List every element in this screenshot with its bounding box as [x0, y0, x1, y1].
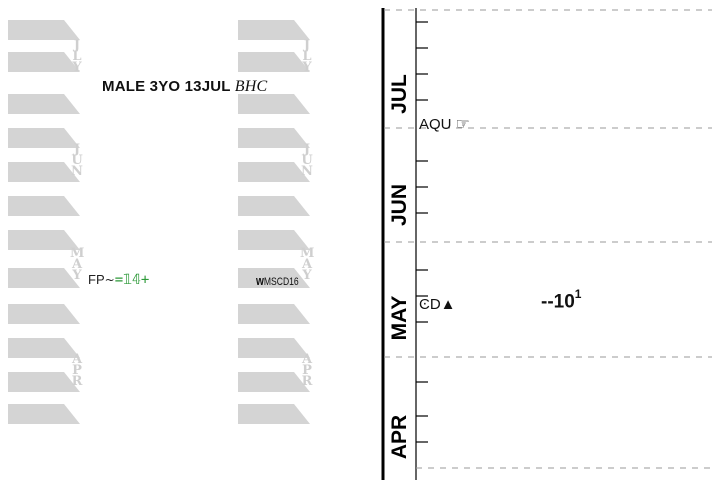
decorative-bar-left-10: [8, 338, 80, 358]
timeline-month-apr: APR: [388, 414, 411, 460]
caption-course: BHC: [234, 78, 268, 95]
decorative-bar-right-1: [238, 20, 310, 40]
score: --101: [541, 287, 582, 313]
timeline-month-jun: JUN: [388, 184, 411, 227]
decorative-bar-right-12: [238, 404, 310, 424]
decorative-bar-right-9: [238, 304, 310, 324]
score-value: --10: [541, 291, 575, 313]
decorative-bar-left-3: [8, 94, 80, 114]
decorative-bar-right-2: [238, 52, 310, 72]
decorative-bar-right-6: [238, 196, 310, 216]
event-cd: ϾD▲: [419, 296, 456, 313]
fp-tilde: ~: [104, 273, 115, 287]
decorative-bar-left-11: [8, 372, 80, 392]
decorative-bar-right-7: [238, 230, 310, 250]
mscd-text: MSCD16: [263, 276, 299, 288]
decorative-bar-left-7: [8, 230, 80, 250]
race-caption: MALE 3YO 13JUL BHC: [102, 78, 267, 96]
decorative-bar-left-1: [8, 20, 80, 40]
decorative-bar-right-4: [238, 128, 310, 148]
decorative-bar-right-3: [238, 94, 310, 114]
decorative-bar-left-6: [8, 196, 80, 216]
decorative-bar-right-8: [238, 268, 310, 288]
pointing-hand-icon: ☞: [455, 114, 470, 133]
decorative-bar-right-11: [238, 372, 310, 392]
mscd-w: w: [256, 273, 264, 288]
decorative-bar-left-4: [8, 128, 80, 148]
event-aqu: AQU ☞: [419, 114, 470, 133]
score-superscript: 1: [574, 287, 582, 301]
decorative-bar-left-12: [8, 404, 80, 424]
event-aqu-label: AQU: [419, 116, 452, 133]
timeline-month-may: MAY: [388, 295, 411, 341]
decorative-bar-left-2: [8, 52, 80, 72]
decorative-bar-right-10: [238, 338, 310, 358]
fp-prefix: FP: [88, 272, 105, 287]
caption-text: MALE 3YO 13JUL: [102, 78, 231, 95]
event-cd-label: ϾD▲: [419, 296, 456, 313]
decorative-bar-left-9: [8, 304, 80, 324]
decorative-bar-right-5: [238, 162, 310, 182]
fp-entry: FP~=𝟙𝟜+: [88, 272, 149, 288]
decorative-bar-left-8: [8, 268, 80, 288]
timeline-month-jul: JUL: [388, 74, 411, 114]
mscd-entry: wMSCD16: [256, 273, 299, 288]
fp-figure: =𝟙𝟜+: [114, 272, 150, 288]
decorative-bar-left-5: [8, 162, 80, 182]
